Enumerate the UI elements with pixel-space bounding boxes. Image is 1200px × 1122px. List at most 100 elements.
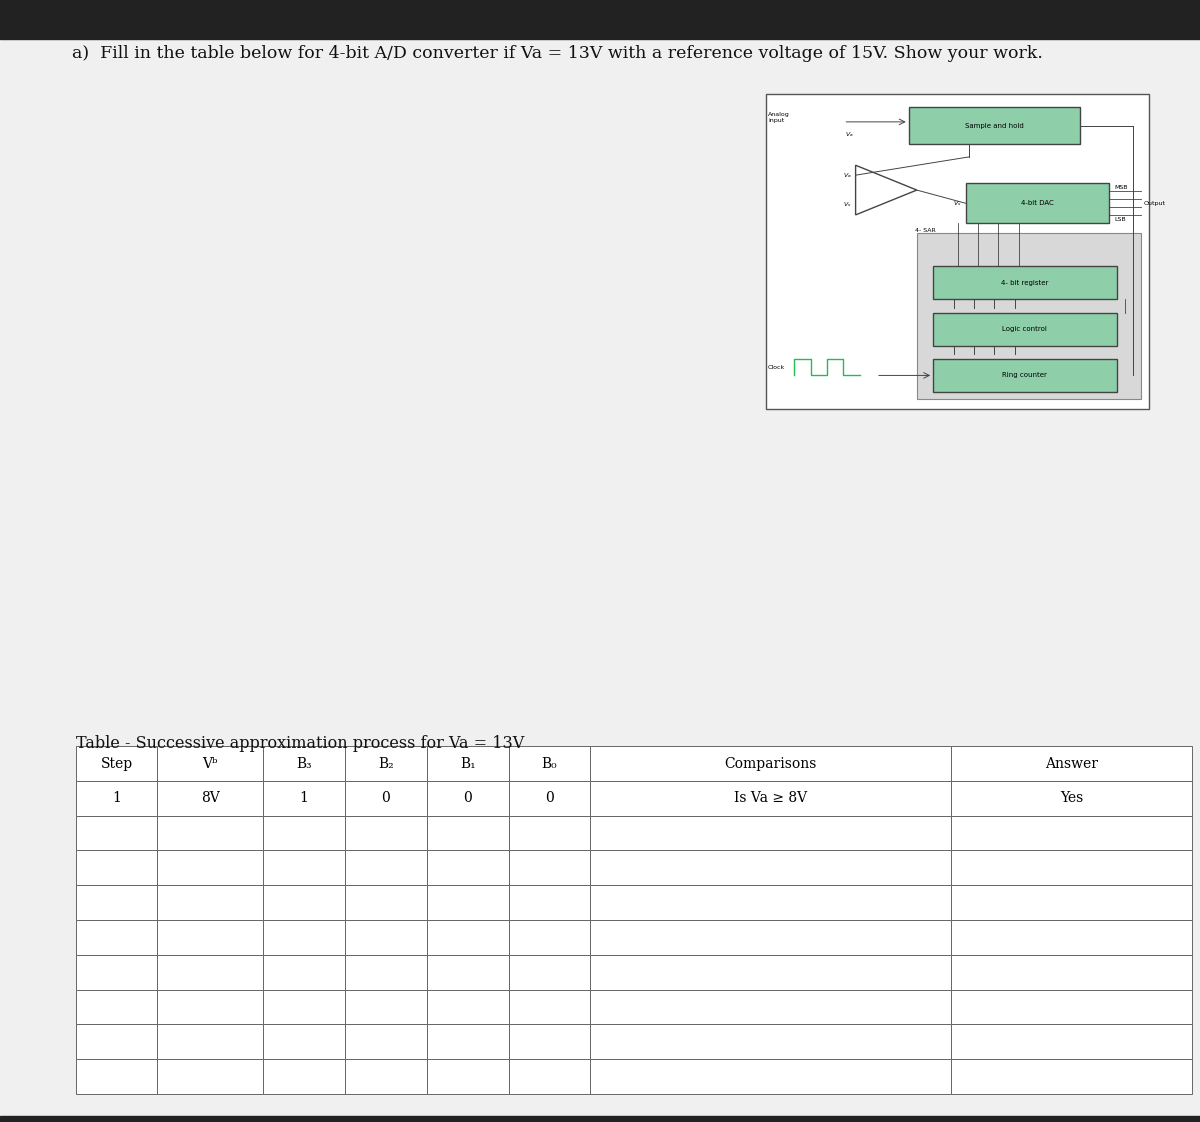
Bar bbox=[427, 746, 509, 781]
Bar bbox=[344, 1024, 427, 1059]
Bar bbox=[263, 990, 344, 1024]
Bar bbox=[76, 920, 157, 955]
Text: MSB: MSB bbox=[1115, 185, 1128, 190]
Bar bbox=[263, 955, 344, 990]
Text: 1: 1 bbox=[112, 791, 121, 806]
Bar bbox=[509, 955, 590, 990]
Bar bbox=[934, 359, 1117, 392]
Bar bbox=[908, 108, 1080, 144]
Text: 4- bit register: 4- bit register bbox=[1001, 279, 1049, 286]
Bar bbox=[509, 850, 590, 885]
Bar bbox=[509, 781, 590, 816]
Bar bbox=[157, 990, 263, 1024]
Text: $V_s$: $V_s$ bbox=[844, 201, 852, 210]
Bar bbox=[157, 816, 263, 850]
Bar bbox=[509, 920, 590, 955]
Text: Is Va ≥ 8V: Is Va ≥ 8V bbox=[734, 791, 808, 806]
Bar bbox=[157, 1059, 263, 1094]
Text: B₂: B₂ bbox=[378, 756, 394, 771]
Bar bbox=[509, 885, 590, 920]
Bar bbox=[157, 955, 263, 990]
Bar bbox=[344, 850, 427, 885]
Bar bbox=[509, 990, 590, 1024]
Bar bbox=[76, 885, 157, 920]
Bar bbox=[590, 816, 952, 850]
Bar bbox=[263, 920, 344, 955]
Bar bbox=[934, 313, 1117, 346]
Bar bbox=[0, 1116, 1200, 1122]
Text: Table - Successive approximation process for Va = 13V: Table - Successive approximation process… bbox=[76, 735, 524, 752]
Bar bbox=[509, 1024, 590, 1059]
Bar bbox=[590, 1059, 952, 1094]
Text: $V_a$: $V_a$ bbox=[845, 130, 854, 139]
Bar bbox=[590, 955, 952, 990]
Text: Clock: Clock bbox=[768, 365, 785, 369]
Bar bbox=[263, 1024, 344, 1059]
Text: $V_s$: $V_s$ bbox=[953, 199, 961, 208]
Bar bbox=[509, 816, 590, 850]
Polygon shape bbox=[856, 165, 917, 215]
Text: LSB: LSB bbox=[1115, 217, 1127, 221]
Text: B₁: B₁ bbox=[460, 756, 475, 771]
Bar bbox=[590, 885, 952, 920]
Bar bbox=[509, 746, 590, 781]
Bar bbox=[917, 233, 1141, 398]
Text: B₃: B₃ bbox=[296, 756, 312, 771]
Text: Yes: Yes bbox=[1060, 791, 1082, 806]
Bar bbox=[427, 1059, 509, 1094]
Bar bbox=[263, 746, 344, 781]
Text: Analog
input: Analog input bbox=[768, 112, 790, 122]
Text: Step: Step bbox=[101, 756, 132, 771]
Text: Ring counter: Ring counter bbox=[1002, 373, 1048, 378]
Bar bbox=[157, 746, 263, 781]
Bar bbox=[344, 920, 427, 955]
Text: Vᵇ: Vᵇ bbox=[203, 756, 218, 771]
Bar bbox=[76, 1024, 157, 1059]
Bar bbox=[952, 920, 1192, 955]
Bar bbox=[263, 885, 344, 920]
Bar bbox=[952, 781, 1192, 816]
Bar bbox=[952, 1059, 1192, 1094]
Bar bbox=[952, 955, 1192, 990]
Bar bbox=[427, 990, 509, 1024]
Bar bbox=[427, 850, 509, 885]
Bar bbox=[344, 885, 427, 920]
Bar bbox=[427, 781, 509, 816]
Bar bbox=[76, 990, 157, 1024]
Text: Output: Output bbox=[1144, 201, 1165, 205]
Bar bbox=[157, 885, 263, 920]
Bar bbox=[263, 816, 344, 850]
Bar bbox=[952, 850, 1192, 885]
Bar bbox=[157, 781, 263, 816]
Bar bbox=[952, 885, 1192, 920]
Bar bbox=[344, 990, 427, 1024]
Text: Comparisons: Comparisons bbox=[725, 756, 817, 771]
Bar bbox=[952, 746, 1192, 781]
Bar bbox=[263, 1059, 344, 1094]
Bar bbox=[76, 746, 157, 781]
Bar bbox=[76, 781, 157, 816]
Bar bbox=[934, 266, 1117, 300]
Bar bbox=[427, 885, 509, 920]
Bar bbox=[157, 1024, 263, 1059]
Bar bbox=[590, 920, 952, 955]
Text: 8V: 8V bbox=[200, 791, 220, 806]
Bar bbox=[344, 816, 427, 850]
Bar bbox=[0, 0, 1200, 39]
Bar bbox=[263, 850, 344, 885]
Text: 1: 1 bbox=[300, 791, 308, 806]
Bar bbox=[76, 955, 157, 990]
Bar bbox=[427, 1024, 509, 1059]
Bar bbox=[952, 1024, 1192, 1059]
Text: 4- SAR: 4- SAR bbox=[914, 228, 936, 233]
Bar bbox=[263, 781, 344, 816]
Text: Answer: Answer bbox=[1045, 756, 1098, 771]
Text: B₀: B₀ bbox=[541, 756, 557, 771]
Bar bbox=[157, 850, 263, 885]
Bar bbox=[157, 920, 263, 955]
Text: 0: 0 bbox=[382, 791, 390, 806]
Text: Logic control: Logic control bbox=[1002, 327, 1048, 332]
Bar bbox=[344, 781, 427, 816]
Bar bbox=[344, 955, 427, 990]
Text: 4-bit DAC: 4-bit DAC bbox=[1021, 201, 1054, 206]
